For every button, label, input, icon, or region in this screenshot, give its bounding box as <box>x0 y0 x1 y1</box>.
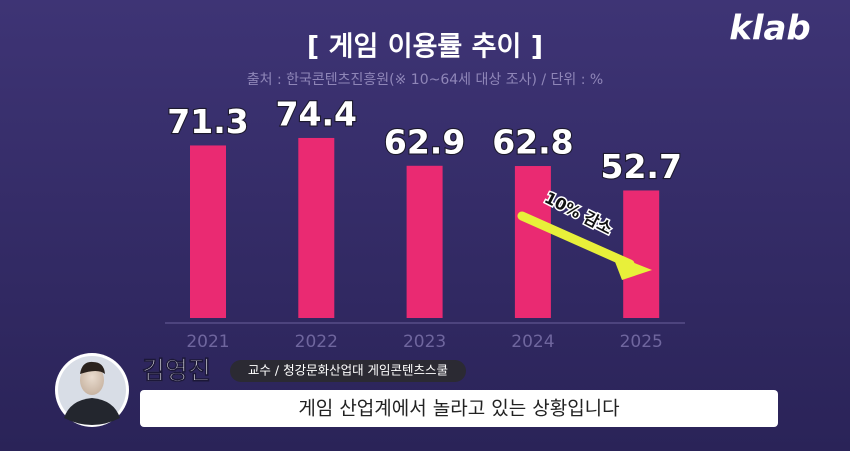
value-label: 71.3 <box>167 102 248 141</box>
x-tick-label: 2022 <box>295 332 338 352</box>
x-tick-label: 2024 <box>511 332 554 352</box>
value-label: 62.9 <box>384 122 465 161</box>
bar <box>514 166 551 318</box>
chart-subtitle: 출처 : 한국콘텐츠진흥원(※ 10~64세 대상 조사) / 단위 : % <box>247 72 603 88</box>
value-label: 74.4 <box>276 94 357 133</box>
role-tag <box>230 360 466 382</box>
x-tick-label: 2025 <box>620 332 663 352</box>
speaker-role: 교수 / 청강문화산업대 게임콘텐츠스쿨 <box>248 363 448 378</box>
avatar-suit <box>64 398 120 425</box>
bar <box>623 190 660 318</box>
x-tick-label: 2021 <box>186 332 229 352</box>
x-tick-label: 2023 <box>403 332 446 352</box>
speaker-name: 김영진 <box>142 356 211 385</box>
avatar-face <box>80 365 104 395</box>
bar <box>406 165 443 318</box>
avatar-hair <box>80 361 105 374</box>
plot-area: 71.3 2021 74.4 2022 62.9 2023 62.8 2024 52.7 2025… <box>166 93 683 352</box>
value-label: 62.8 <box>492 123 573 162</box>
bar <box>190 145 226 318</box>
logo: klab <box>729 9 811 49</box>
caption-box <box>140 390 778 427</box>
bar <box>298 137 335 318</box>
chart-title: [ 게임 이용률 추이 ] <box>307 32 543 63</box>
caption: 게임 산업계에서 놀라고 있는 상황입니다 <box>298 398 619 420</box>
annotation-arrow <box>517 211 635 269</box>
value-label: 52.7 <box>600 147 681 186</box>
speaker-panel: 김영진 교수 / 청강문화산업대 게임콘텐츠스쿨 게임 산업계에서 놀라고 있는… <box>55 353 778 427</box>
annotation-arrowhead <box>612 254 652 280</box>
